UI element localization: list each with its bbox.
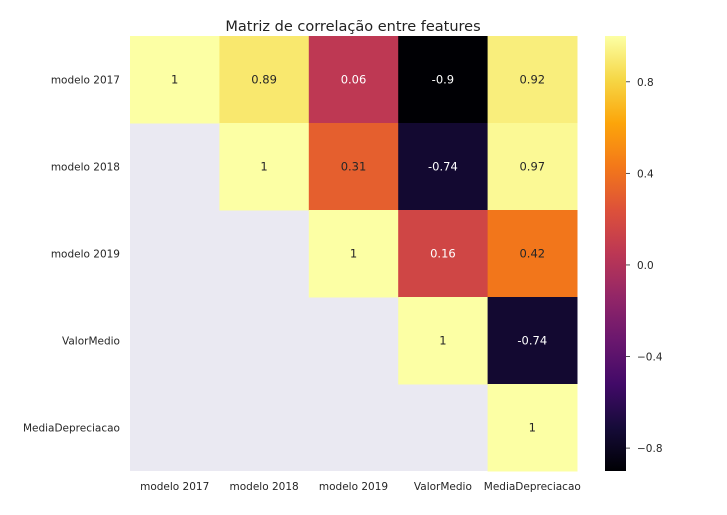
heatmap-cell xyxy=(398,123,489,211)
cell-value-label: 1 xyxy=(439,334,446,348)
y-tick-label: MediaDepreciacao xyxy=(23,423,120,435)
colorbar-tick-label: 0.4 xyxy=(637,168,654,180)
x-tick-label: modelo 2017 xyxy=(140,481,209,493)
heatmap-cell xyxy=(308,123,399,211)
colorbar-tick-label: −0.4 xyxy=(637,352,663,364)
cell-value-label: -0.9 xyxy=(432,73,454,87)
cell-value-label: 1 xyxy=(260,160,267,174)
cell-value-label: -0.74 xyxy=(428,160,458,174)
colorbar-ticks: 0.8 0.4 0.0 −0.4 −0.8 xyxy=(626,77,663,455)
x-tick-label: ValorMedio xyxy=(414,481,472,493)
colorbar xyxy=(605,36,626,471)
colorbar-tick-label: 0.8 xyxy=(637,77,654,89)
cell-value-label: 0.06 xyxy=(341,73,367,87)
cell-value-labels: 1 0.89 0.06 -0.9 0.92 1 0.31 -0.74 0.97 1 0.16 0.42… xyxy=(171,73,547,435)
y-tick-label: ValorMedio xyxy=(62,336,120,348)
cell-value-label: -0.74 xyxy=(517,334,547,348)
cell-value-label: 0.92 xyxy=(519,73,545,87)
chart-title: Matriz de correlação entre features xyxy=(225,19,480,35)
y-tick-label: modelo 2018 xyxy=(51,162,120,174)
heatmap-cell xyxy=(308,36,399,124)
x-tick-label: MediaDepreciacao xyxy=(484,481,581,493)
heatmap-cell xyxy=(487,384,578,472)
cell-value-label: 0.31 xyxy=(341,160,367,174)
heatmap-cell xyxy=(130,36,220,124)
heatmap-cell xyxy=(487,210,578,298)
x-tick-label: modelo 2019 xyxy=(319,481,388,493)
x-tick-label: modelo 2018 xyxy=(230,481,299,493)
heatmap-cell xyxy=(398,36,489,124)
x-tick-labels: modelo 2017 modelo 2018 modelo 2019 ValorMe… xyxy=(140,481,581,493)
y-tick-label: modelo 2019 xyxy=(51,249,120,261)
heatmap-cells xyxy=(130,36,578,472)
heatmap-cell xyxy=(398,297,489,385)
colorbar-tick-label: −0.8 xyxy=(637,443,663,455)
cell-value-label: 0.97 xyxy=(519,160,545,174)
cell-value-label: 1 xyxy=(350,247,357,261)
colorbar-tick-label: 0.0 xyxy=(637,260,654,272)
cell-value-label: 0.42 xyxy=(519,247,545,261)
heatmap-cell xyxy=(219,123,310,211)
y-tick-label: modelo 2017 xyxy=(51,75,120,87)
cell-value-label: 1 xyxy=(171,73,178,87)
heatmap-cell xyxy=(398,210,489,298)
cell-value-label: 0.16 xyxy=(430,247,456,261)
heatmap-cell xyxy=(219,36,310,124)
heatmap-cell xyxy=(487,36,578,124)
cell-value-label: 0.89 xyxy=(251,73,277,87)
heatmap-cell xyxy=(308,210,399,298)
cell-value-label: 1 xyxy=(529,421,536,435)
heatmap-cell xyxy=(487,297,578,385)
y-tick-labels: modelo 2017 modelo 2018 modelo 2019 ValorMe… xyxy=(23,75,120,435)
heatmap-cell xyxy=(487,123,578,211)
